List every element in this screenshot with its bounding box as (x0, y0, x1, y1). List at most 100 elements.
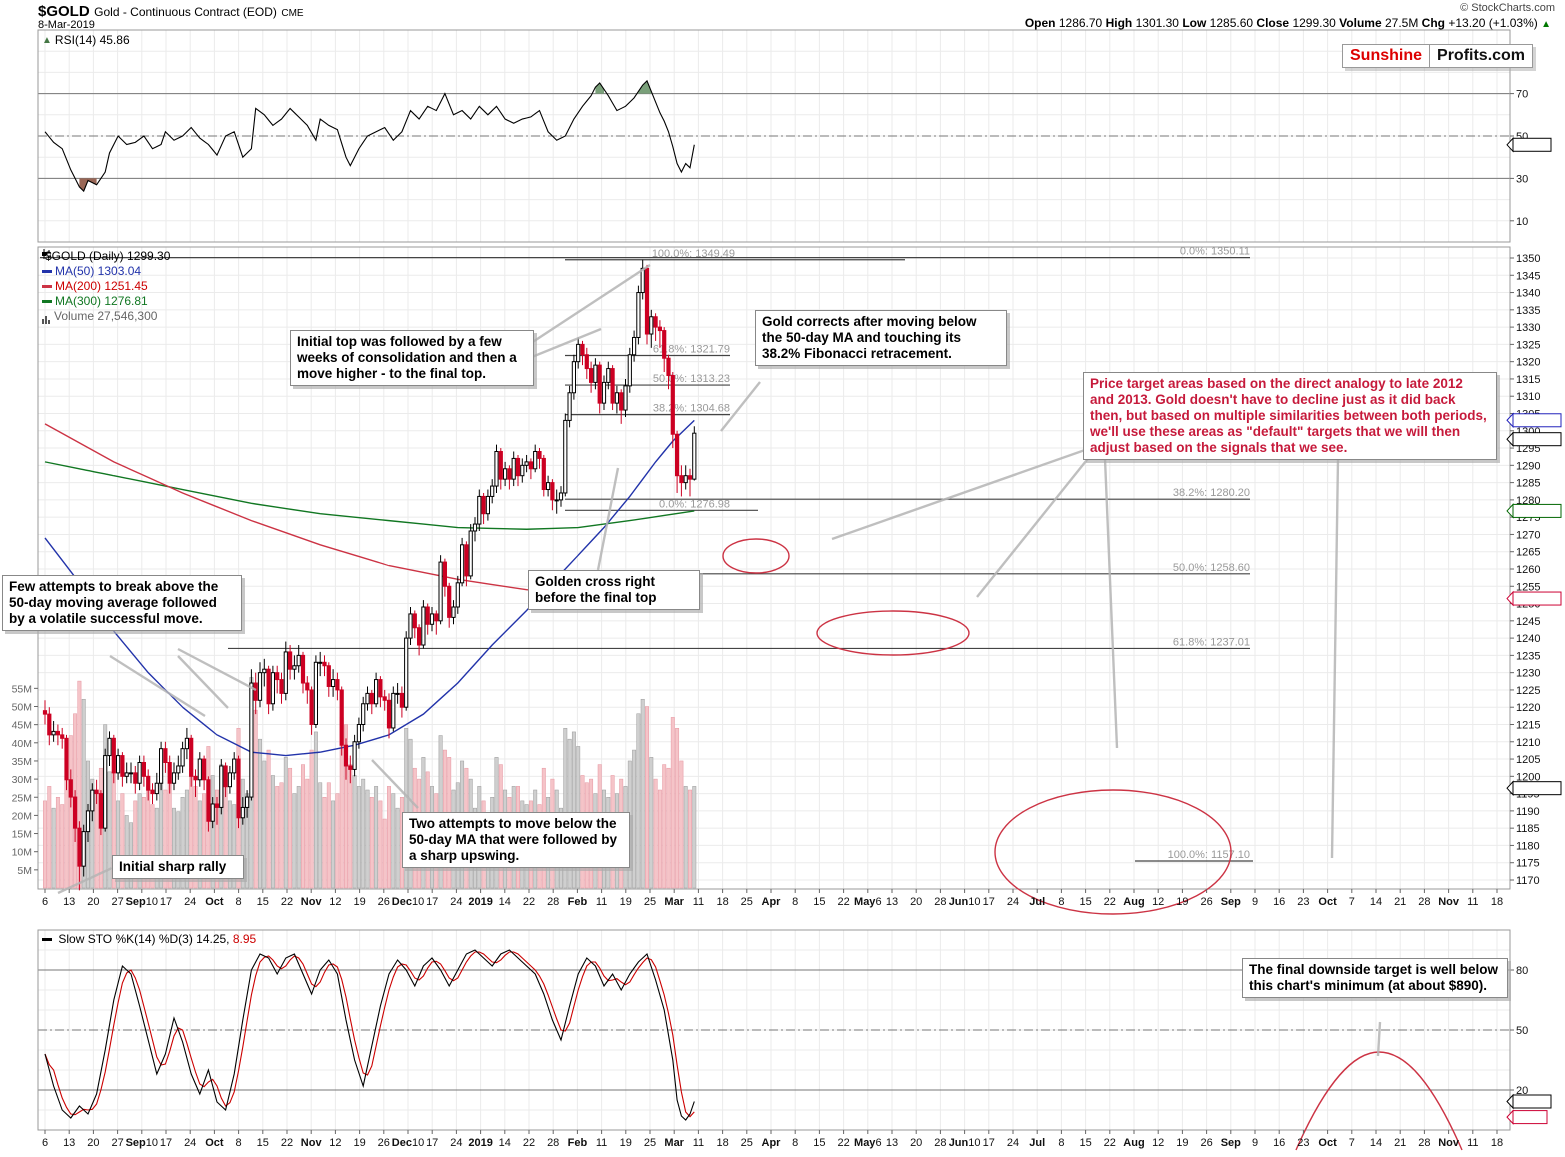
svg-text:11: 11 (596, 1137, 607, 1149)
svg-text:Aug: Aug (1123, 1137, 1144, 1149)
svg-text:1350: 1350 (1516, 253, 1540, 265)
svg-text:Nov: Nov (301, 1137, 323, 1149)
svg-text:1205: 1205 (1516, 754, 1540, 766)
svg-text:11: 11 (693, 1137, 704, 1149)
svg-text:20: 20 (910, 896, 922, 908)
svg-text:May6: May6 (854, 1137, 882, 1149)
svg-text:1330: 1330 (1516, 322, 1540, 334)
svg-text:1170: 1170 (1516, 875, 1540, 887)
svg-text:Apr: Apr (762, 1137, 782, 1149)
svg-text:Feb: Feb (568, 896, 588, 908)
svg-text:Oct: Oct (1318, 896, 1337, 908)
svg-text:19: 19 (620, 1137, 632, 1149)
svg-text:1270: 1270 (1516, 529, 1540, 541)
svg-text:21: 21 (1394, 1137, 1406, 1149)
svg-text:Dec10: Dec10 (392, 1137, 424, 1149)
main-legend-title: $GOLD (Daily) 1299.30 (45, 249, 171, 263)
open-value: 1286.70 (1058, 16, 1103, 30)
svg-text:Feb: Feb (568, 1137, 588, 1149)
open-label: Open (1024, 16, 1056, 30)
svg-text:15: 15 (813, 1137, 825, 1149)
svg-text:12: 12 (329, 1137, 341, 1149)
chg-up-arrow: ▲ (1541, 19, 1551, 30)
svg-text:25: 25 (644, 1137, 656, 1149)
svg-text:14: 14 (1370, 896, 1382, 908)
svg-text:15: 15 (257, 1137, 269, 1149)
svg-text:12: 12 (329, 896, 341, 908)
svg-text:50: 50 (1516, 1025, 1528, 1037)
svg-text:80: 80 (1516, 965, 1528, 977)
low-value: 1285.60 (1209, 16, 1254, 30)
svg-text:11: 11 (596, 896, 607, 908)
svg-text:1215: 1215 (1516, 719, 1540, 731)
rsi-legend: ▲ RSI(14) 45.86 (42, 33, 130, 48)
svg-text:8: 8 (236, 896, 242, 908)
sto-legend-black: Slow STO %K(14) %D(3) 14.25, (58, 932, 230, 946)
volume-value: 27.5M (1384, 16, 1419, 30)
svg-text:18: 18 (1491, 1137, 1503, 1149)
svg-text:17: 17 (160, 1137, 172, 1149)
svg-text:15: 15 (257, 896, 269, 908)
sto-legend-red: 8.95 (232, 932, 257, 946)
svg-text:25: 25 (741, 896, 753, 908)
header-title-row: $GOLD Gold - Continuous Contract (EOD) C… (38, 3, 304, 21)
svg-text:6: 6 (42, 1137, 48, 1149)
quote-line: Open 1286.70 High 1301.30 Low 1285.60 Cl… (1025, 16, 1551, 30)
svg-text:24: 24 (450, 1137, 462, 1149)
ma300-legend: MA(300) 1276.81 (55, 294, 148, 308)
high-label: High (1105, 16, 1133, 30)
svg-text:20: 20 (87, 1137, 99, 1149)
chart-date: 8-Mar-2019 (38, 19, 95, 31)
svg-text:1280: 1280 (1516, 495, 1540, 507)
low-label: Low (1182, 16, 1207, 30)
target-ellipses (722, 538, 1232, 915)
svg-text:1325: 1325 (1516, 339, 1540, 351)
rsi-layer (44, 79, 695, 193)
svg-text:1210: 1210 (1516, 737, 1540, 749)
ma50-line-icon (42, 270, 52, 274)
svg-text:25: 25 (741, 1137, 753, 1149)
svg-text:17: 17 (983, 896, 995, 908)
svg-text:Oct: Oct (205, 896, 224, 908)
rsi-area-icon: ▲ (42, 35, 52, 47)
svg-text:22: 22 (523, 1137, 535, 1149)
svg-text:7: 7 (1349, 896, 1355, 908)
svg-text:Jun10: Jun10 (949, 1137, 981, 1149)
svg-text:Oct: Oct (205, 1137, 224, 1149)
svg-text:19: 19 (353, 896, 365, 908)
svg-text:24: 24 (450, 896, 462, 908)
svg-text:May6: May6 (854, 896, 882, 908)
svg-text:25: 25 (644, 896, 656, 908)
svg-text:13: 13 (886, 896, 898, 908)
value-flags (1506, 136, 1562, 1125)
svg-text:1190: 1190 (1516, 806, 1540, 818)
stockcharts-credit: © StockCharts.com (1460, 2, 1555, 14)
svg-text:28: 28 (934, 896, 946, 908)
sunshine-profits-logo: Sunshine Profits.com (1342, 44, 1534, 68)
svg-text:0.0%: 1276.98: 0.0%: 1276.98 (659, 498, 730, 510)
close-label: Close (1256, 16, 1290, 30)
svg-text:22: 22 (1104, 1137, 1116, 1149)
svg-text:1220: 1220 (1516, 702, 1540, 714)
sto-line-icon (42, 938, 52, 942)
svg-text:14: 14 (499, 1137, 511, 1149)
volume-label: Volume (1339, 16, 1382, 30)
fibonacci-layer: 100.0%: 1349.49 61.8%: 1321.79 50.0%: 1313… (40, 246, 1253, 862)
svg-text:1290: 1290 (1516, 460, 1540, 472)
svg-text:5M: 5M (17, 865, 32, 877)
svg-text:30M: 30M (12, 774, 32, 786)
indicator-levels (38, 93, 1510, 1091)
svg-text:Sep: Sep (1221, 1137, 1241, 1149)
logo-part2: Profits.com (1437, 47, 1526, 64)
svg-text:10M: 10M (12, 847, 32, 859)
svg-text:0.0%: 1350.11: 0.0%: 1350.11 (1180, 246, 1250, 258)
svg-text:12: 12 (1152, 896, 1164, 908)
svg-text:100.0%: 1349.49: 100.0%: 1349.49 (652, 248, 735, 260)
svg-text:70: 70 (1516, 89, 1528, 101)
svg-text:22: 22 (837, 1137, 849, 1149)
rsi-legend-label: RSI(14) 45.86 (54, 33, 130, 47)
svg-text:10: 10 (1516, 216, 1528, 228)
svg-text:28: 28 (1418, 896, 1430, 908)
svg-text:35M: 35M (12, 756, 32, 768)
svg-text:1260: 1260 (1516, 564, 1540, 576)
